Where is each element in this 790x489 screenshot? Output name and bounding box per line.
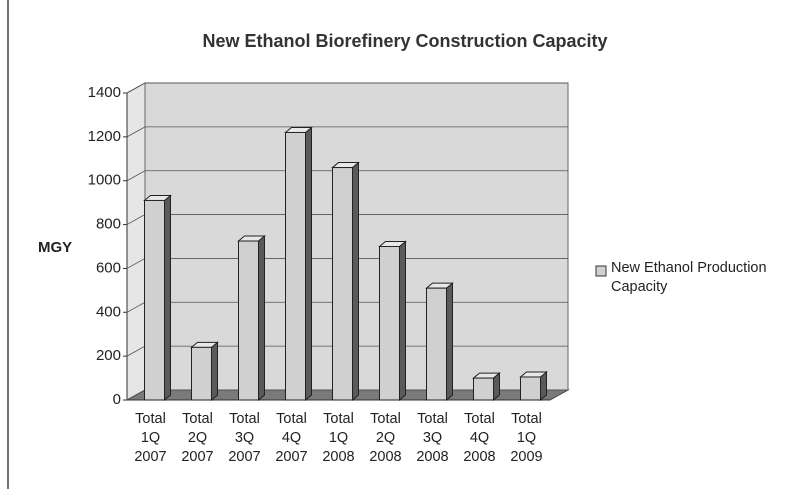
bar [379, 246, 400, 401]
bar-side [352, 161, 359, 402]
y-tick-label: 200 [96, 347, 121, 364]
bar-side [446, 282, 453, 402]
x-tick-label: Total 4Q 2007 [275, 411, 308, 465]
bar-side [164, 194, 171, 402]
legend-swatch [595, 265, 607, 277]
x-tick-label: Total 2Q 2007 [181, 411, 214, 465]
bar-side [305, 126, 312, 402]
y-tick-label: 600 [96, 259, 121, 276]
grid-line [126, 82, 568, 94]
x-tick-label: Total 3Q 2008 [416, 411, 449, 465]
y-tick-label: 800 [96, 216, 121, 233]
y-axis-label: MGY [38, 239, 72, 256]
x-tick-label: Total 1Q 2007 [134, 411, 167, 465]
y-tick-label: 400 [96, 303, 121, 320]
grid-line [126, 126, 568, 138]
bar-side [399, 240, 406, 402]
bar [426, 287, 447, 401]
x-tick-label: Total 2Q 2008 [369, 411, 402, 465]
bar [238, 240, 259, 401]
x-tick-label: Total 3Q 2007 [228, 411, 261, 465]
bar [191, 346, 212, 401]
bar [285, 131, 306, 401]
y-tick-label: 1000 [88, 172, 121, 189]
legend-label: New Ethanol Production Capacity [611, 260, 767, 295]
bar [332, 167, 353, 401]
x-tick-label: Total 4Q 2008 [463, 411, 496, 465]
bar-side [258, 234, 265, 402]
bar [473, 377, 494, 401]
grid-line [126, 170, 568, 182]
side-wall [126, 82, 146, 401]
x-tick-label: Total 1Q 2008 [322, 411, 355, 465]
chart-title: New Ethanol Biorefinery Construction Cap… [202, 31, 607, 51]
y-tick-label: 0 [113, 391, 121, 408]
y-tick-label: 1200 [88, 128, 121, 145]
bar [144, 199, 165, 401]
bar-side [211, 341, 218, 402]
x-tick-label: Total 1Q 2009 [510, 411, 543, 465]
y-tick-label: 1400 [88, 84, 121, 101]
bar [520, 376, 541, 401]
